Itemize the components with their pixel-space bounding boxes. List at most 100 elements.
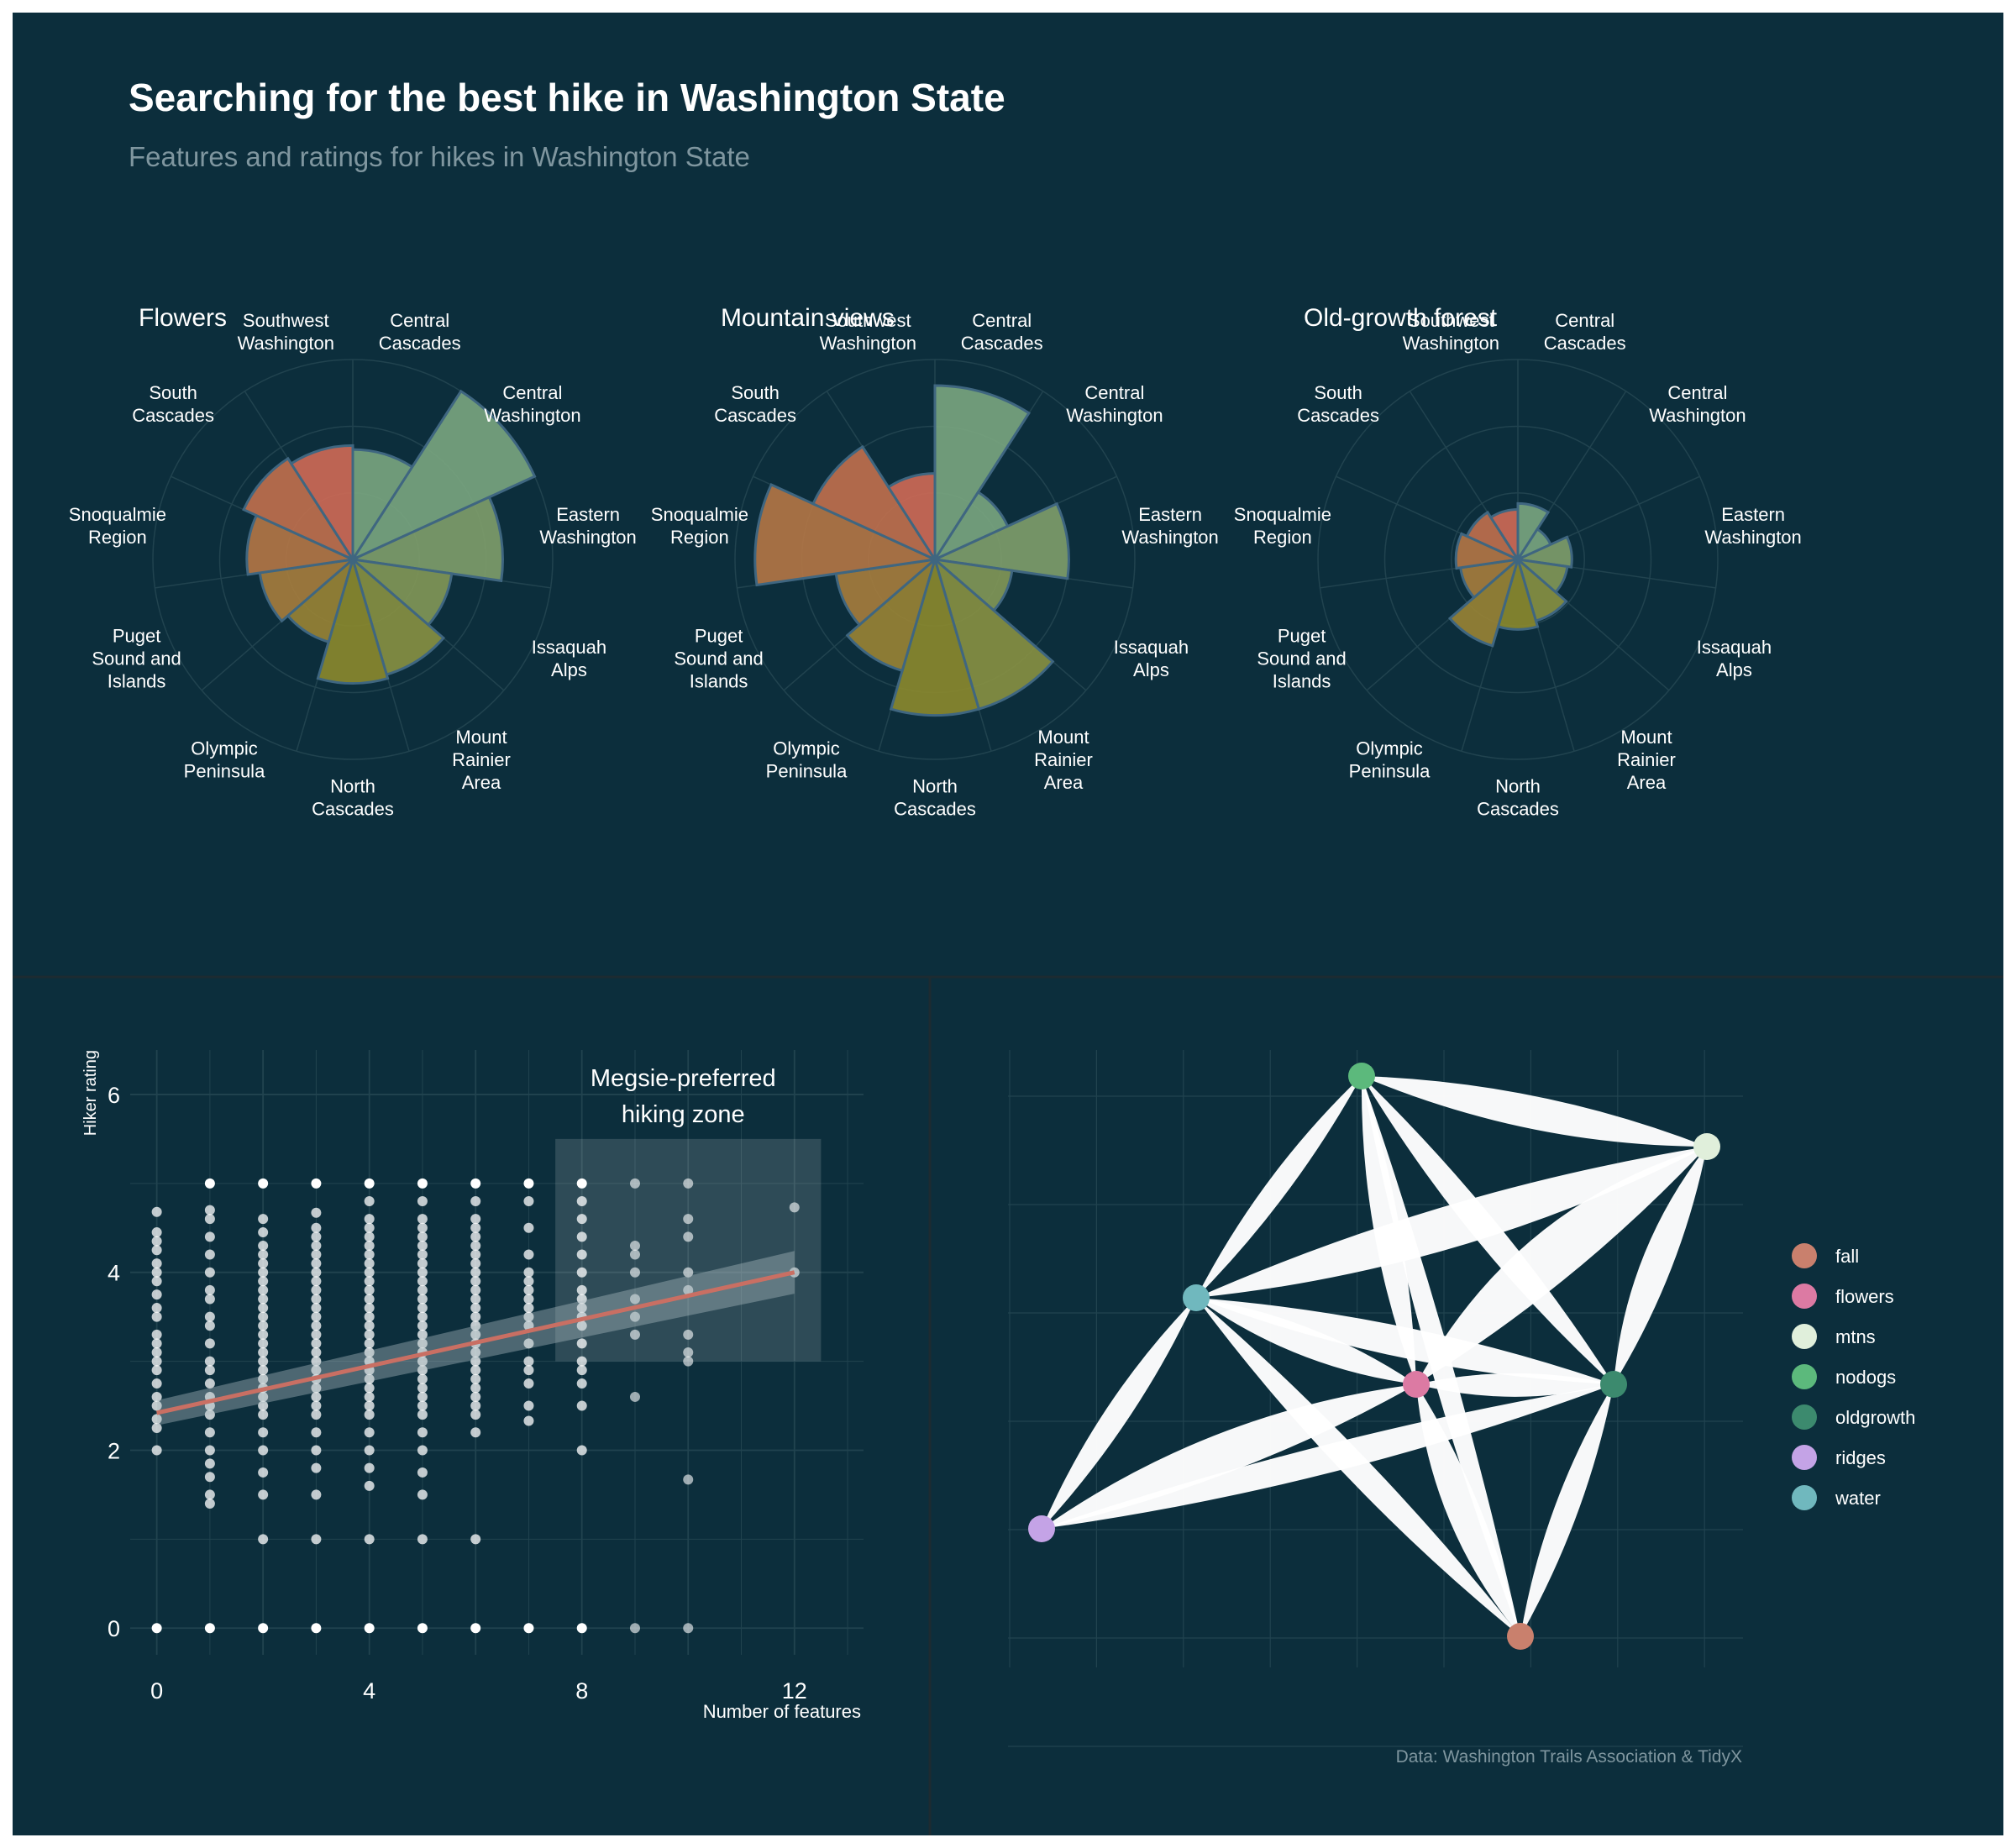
scatter-point — [151, 1423, 162, 1433]
scatter-point — [151, 1206, 162, 1217]
scatter-point — [311, 1311, 322, 1322]
polar-label-line: Region — [88, 527, 147, 548]
scatter-point — [523, 1249, 534, 1260]
scatter-point — [417, 1276, 428, 1287]
polar-label-line: Eastern — [1721, 504, 1785, 525]
scatter-point — [364, 1427, 375, 1438]
scatter-point — [311, 1400, 322, 1411]
y-tick-label: 4 — [108, 1261, 120, 1286]
figure-title: Searching for the best hike in Washingto… — [129, 76, 1005, 119]
scatter-point — [417, 1373, 428, 1384]
polar-bar-central-washington — [349, 389, 537, 563]
polar-label-line: Mount — [1037, 727, 1089, 748]
polar-label-mount-rainier-area: Mount Rainier Area — [1034, 727, 1093, 793]
polar-label-central-cascades: Central Cascades — [1544, 310, 1626, 354]
scatter-point — [417, 1284, 428, 1295]
polar-label-line: Washington — [820, 333, 916, 354]
polar-label-line: Cascades — [961, 333, 1043, 354]
edge-mtns-oldgrowth — [1614, 1147, 1707, 1384]
legend-label-oldgrowth: oldgrowth — [1835, 1407, 1915, 1428]
scatter-point — [576, 1267, 587, 1278]
polar-label-issaquah-alps: Issaquah Alps — [1114, 637, 1189, 680]
scatter-point — [417, 1267, 428, 1278]
scatter-point — [523, 1365, 534, 1376]
polar-bar-eastern-washington — [1513, 535, 1573, 569]
polar-label-line: Rainier — [1034, 749, 1093, 770]
edge-water-oldgrowth — [1196, 1298, 1614, 1384]
polar-label-line: Washington — [539, 527, 636, 548]
scatter-point — [311, 1365, 322, 1376]
scatter-point — [470, 1311, 481, 1322]
polar-label-central-cascades: Central Cascades — [961, 310, 1043, 354]
polar-title-mountain-views: Mountain views — [721, 304, 895, 332]
scatter-point — [364, 1338, 375, 1349]
scatter-point — [576, 1400, 587, 1411]
polar-bar-north-cascades — [889, 554, 981, 717]
y-tick-label: 0 — [108, 1616, 120, 1641]
polar-label-line: Southwest — [1408, 310, 1494, 331]
polar-label-line: Snoqualmie — [1234, 504, 1331, 525]
scatter-point — [364, 1294, 375, 1305]
scatter-point — [258, 1623, 269, 1634]
polar-label-southwest-washington: Southwest Washington — [1403, 310, 1499, 354]
scatter-point — [417, 1231, 428, 1242]
scatter-point — [523, 1196, 534, 1206]
polar-bar-eastern-washington — [348, 495, 504, 583]
megsie-zone-box — [555, 1138, 822, 1362]
polar-label-line: Washington — [1066, 405, 1163, 426]
polar-label-line: Islands — [690, 671, 748, 692]
polar-label-north-cascades: North Cascades — [894, 776, 976, 820]
polar-label-line: North — [330, 776, 375, 797]
scatter-point — [258, 1534, 269, 1545]
scatter-point — [311, 1303, 322, 1314]
legend-label-ridges: ridges — [1835, 1447, 1886, 1468]
scatter-point — [629, 1311, 640, 1322]
legend-key-nodogs — [1792, 1364, 1817, 1389]
scatter-point — [151, 1267, 162, 1278]
scatter-point — [417, 1410, 428, 1420]
polar-bar-north-cascades — [316, 554, 390, 685]
scatter-point — [258, 1267, 269, 1278]
polar-label-north-cascades: North Cascades — [312, 776, 394, 820]
polar-label-eastern-washington: Eastern Washington — [539, 504, 636, 548]
polar-label-line: Olympic — [773, 738, 839, 759]
polar-label-line: Alps — [551, 659, 587, 680]
edge-water-flowers — [1196, 1298, 1416, 1384]
x-tick-label: 4 — [363, 1678, 375, 1704]
scatter-point — [470, 1623, 481, 1634]
x-axis-label: Number of features — [703, 1701, 861, 1722]
scatter-point — [470, 1400, 481, 1411]
scatter-point — [151, 1356, 162, 1367]
scatter-point — [364, 1347, 375, 1357]
scatter-point — [204, 1320, 215, 1331]
scatter-point — [204, 1338, 215, 1349]
polar-label-line: Area — [462, 772, 501, 793]
legend-key-fall — [1792, 1243, 1817, 1268]
scatter-point — [364, 1267, 375, 1278]
scatter-point — [151, 1311, 162, 1322]
scatter-point — [258, 1240, 269, 1251]
scatter-point — [364, 1276, 375, 1287]
scatter-point — [576, 1445, 587, 1456]
scatter-panel: Megsie-preferred hiking zone 0 4 8 12 0 2 4 6 Numb… — [81, 1050, 864, 1722]
scatter-point — [204, 1410, 215, 1420]
polar-label-line: Cascades — [379, 333, 461, 354]
polar-label-line: South — [149, 382, 197, 403]
scatter-point — [204, 1365, 215, 1376]
scatter-point — [629, 1294, 640, 1305]
scatter-point — [417, 1400, 428, 1411]
polar-label-line: Eastern — [1138, 504, 1202, 525]
scatter-point — [151, 1378, 162, 1389]
scatter-point — [523, 1311, 534, 1322]
polar-label-line: Cascades — [894, 799, 976, 820]
scatter-point — [364, 1303, 375, 1314]
scatter-point — [311, 1258, 322, 1269]
polar-label-line: Area — [1627, 772, 1667, 793]
polar-label-line: Rainier — [452, 749, 511, 770]
scatter-point — [576, 1249, 587, 1260]
figure-background — [13, 13, 2003, 1835]
polar-bar-southwest-washington — [886, 472, 937, 564]
scatter-point — [204, 1445, 215, 1456]
polar-label-olympic-peninsula: Olympic Peninsula — [1349, 738, 1431, 782]
